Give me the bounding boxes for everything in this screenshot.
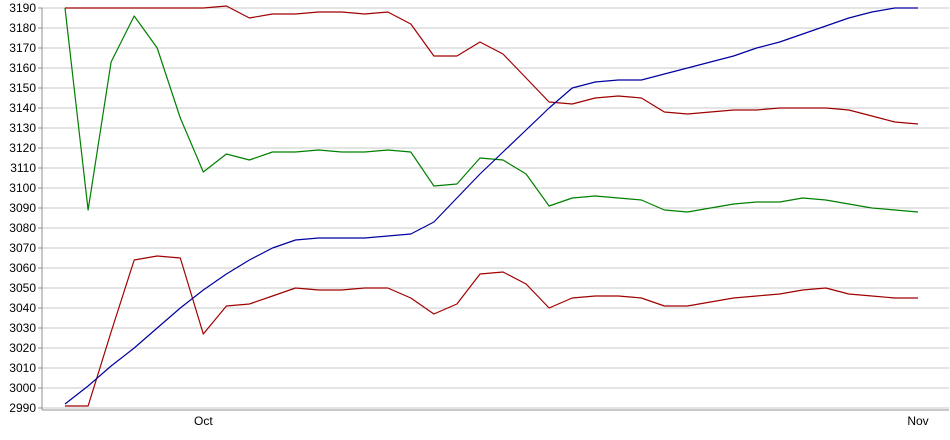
- y-tick-label: 3170: [9, 41, 36, 55]
- y-tick-label: 3010: [9, 361, 36, 375]
- y-tick-label: 3090: [9, 201, 36, 215]
- y-tick-label: 3130: [9, 121, 36, 135]
- y-tick-label: 3160: [9, 61, 36, 75]
- y-tick-label: 3000: [9, 381, 36, 395]
- y-tick-label: 3050: [9, 281, 36, 295]
- y-tick-label: 3100: [9, 181, 36, 195]
- x-tick-label: Nov: [907, 414, 928, 428]
- y-tick-label: 3060: [9, 261, 36, 275]
- series-upper-band-line: [65, 5, 919, 125]
- series-green-line: [64, 7, 919, 213]
- y-tick-label: 3020: [9, 341, 36, 355]
- y-tick-label: 3040: [9, 301, 36, 315]
- y-tick-label: 3140: [9, 101, 36, 115]
- y-tick-label: 3030: [9, 321, 36, 335]
- y-tick-label: 3080: [9, 221, 36, 235]
- series-blue-line: [64, 7, 918, 405]
- y-tick-label: 3070: [9, 241, 36, 255]
- y-tick-label: 3180: [9, 21, 36, 35]
- x-tick-label: Oct: [194, 414, 213, 428]
- y-tick-label: 3120: [9, 141, 36, 155]
- y-tick-label: 2990: [9, 401, 36, 415]
- y-tick-label: 3190: [9, 1, 36, 15]
- y-tick-label: 3150: [9, 81, 36, 95]
- y-tick-label: 3110: [10, 161, 36, 175]
- series-lower-band-line: [65, 255, 918, 407]
